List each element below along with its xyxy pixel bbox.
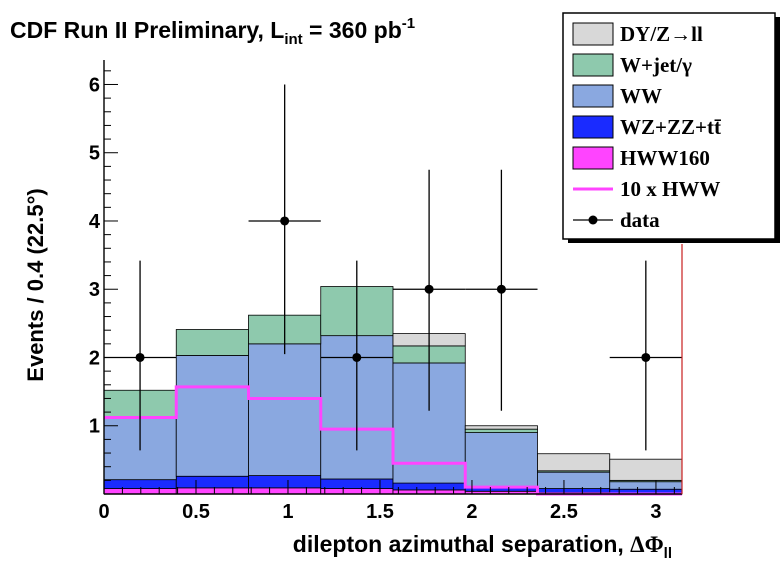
bar-wz-zz-tt-2 <box>248 475 322 489</box>
bar-wz-zz-tt-4 <box>392 482 466 491</box>
legend-label-w-jet: W+jet/γ <box>620 53 692 77</box>
bar-w-jet-5 <box>464 428 538 433</box>
bar-dy-z-ll-6 <box>537 453 611 472</box>
bar-hww160-3 <box>320 488 394 495</box>
chart-title: CDF Run II Preliminary, Lint = 360 pb-1 <box>10 15 415 48</box>
legend-label-10-x-hww: 10 x HWW <box>620 177 720 201</box>
x-tick-label-1: 0.5 <box>182 501 210 523</box>
legend-swatch-data <box>588 215 598 225</box>
overlay-line-group <box>104 385 682 496</box>
y-tick-label-2: 3 <box>89 279 100 301</box>
data-points-group <box>103 84 682 451</box>
bar-w-jet-1 <box>175 329 249 356</box>
legend-label-ww: WW <box>620 84 662 108</box>
bar-wz-zz-tt-1 <box>175 475 249 489</box>
tick-labels: 1 2 3 4 5 6 0 0.5 1 1.5 2 2.5 3 <box>89 74 662 523</box>
x-tick-label-4: 2 <box>466 501 477 523</box>
legend-label-data: data <box>620 208 660 232</box>
data-point-2 <box>352 352 362 362</box>
x-tick-label-0: 0 <box>98 501 109 523</box>
bar-ww-1 <box>175 355 249 477</box>
data-point-4 <box>496 284 506 294</box>
bar-ww-6 <box>537 471 611 489</box>
legend-label-hww160: HWW160 <box>620 146 710 170</box>
data-point-1 <box>280 216 290 226</box>
y-tick-label-0: 1 <box>89 416 100 438</box>
legend: DY/Z→ll W+jet/γ WW WZ+ZZ+tt̄ HWW160 10 x HWW d… <box>562 12 780 243</box>
bar-ww-2 <box>248 343 322 476</box>
bar-dy-z-ll-7 <box>609 458 683 481</box>
data-point-5 <box>641 352 651 362</box>
y-tick-label-1: 2 <box>89 347 100 369</box>
legend-label-wz-zz-tt: WZ+ZZ+tt̄ <box>620 115 722 139</box>
y-tick-label-3: 4 <box>89 211 101 233</box>
legend-swatch-hww160 <box>572 146 614 170</box>
axes <box>103 60 683 495</box>
x-axis-label: dilepton azimuthal separation, ΔΦll <box>293 531 672 561</box>
overlay-line-10-x-hww <box>104 385 682 496</box>
bar-dy-z-ll-5 <box>464 425 538 430</box>
bar-wz-zz-tt-0 <box>103 479 177 489</box>
bar-ww-7 <box>609 481 683 490</box>
data-point-3 <box>424 284 434 294</box>
bar-hww160-1 <box>175 487 249 495</box>
bar-wz-zz-tt-3 <box>320 478 394 489</box>
legend-swatch-w-jet <box>572 53 614 77</box>
bar-hww160-0 <box>103 488 177 495</box>
legend-swatch-dy-z-ll <box>572 22 614 46</box>
bar-hww160-2 <box>248 487 322 495</box>
bar-wz-zz-tt-6 <box>537 488 611 494</box>
bar-ww-5 <box>464 432 538 487</box>
x-tick-label-5: 2.5 <box>550 501 578 523</box>
legend-items: DY/Z→ll W+jet/γ WW WZ+ZZ+tt̄ HWW160 10 x HWW d… <box>572 22 722 232</box>
x-tick-label-3: 1.5 <box>366 501 394 523</box>
y-tick-label-5: 6 <box>89 74 100 96</box>
x-tick-label-6: 3 <box>650 501 661 523</box>
legend-swatch-wz-zz-tt <box>572 115 614 139</box>
y-axis-label: Events / 0.4 (22.5°) <box>23 188 48 381</box>
x-tick-label-2: 1 <box>282 501 293 523</box>
legend-swatch-ww <box>572 84 614 108</box>
y-tick-label-4: 5 <box>89 143 100 165</box>
data-point-0 <box>135 352 145 362</box>
legend-label-dy-z-ll: DY/Z→ll <box>620 22 703 46</box>
